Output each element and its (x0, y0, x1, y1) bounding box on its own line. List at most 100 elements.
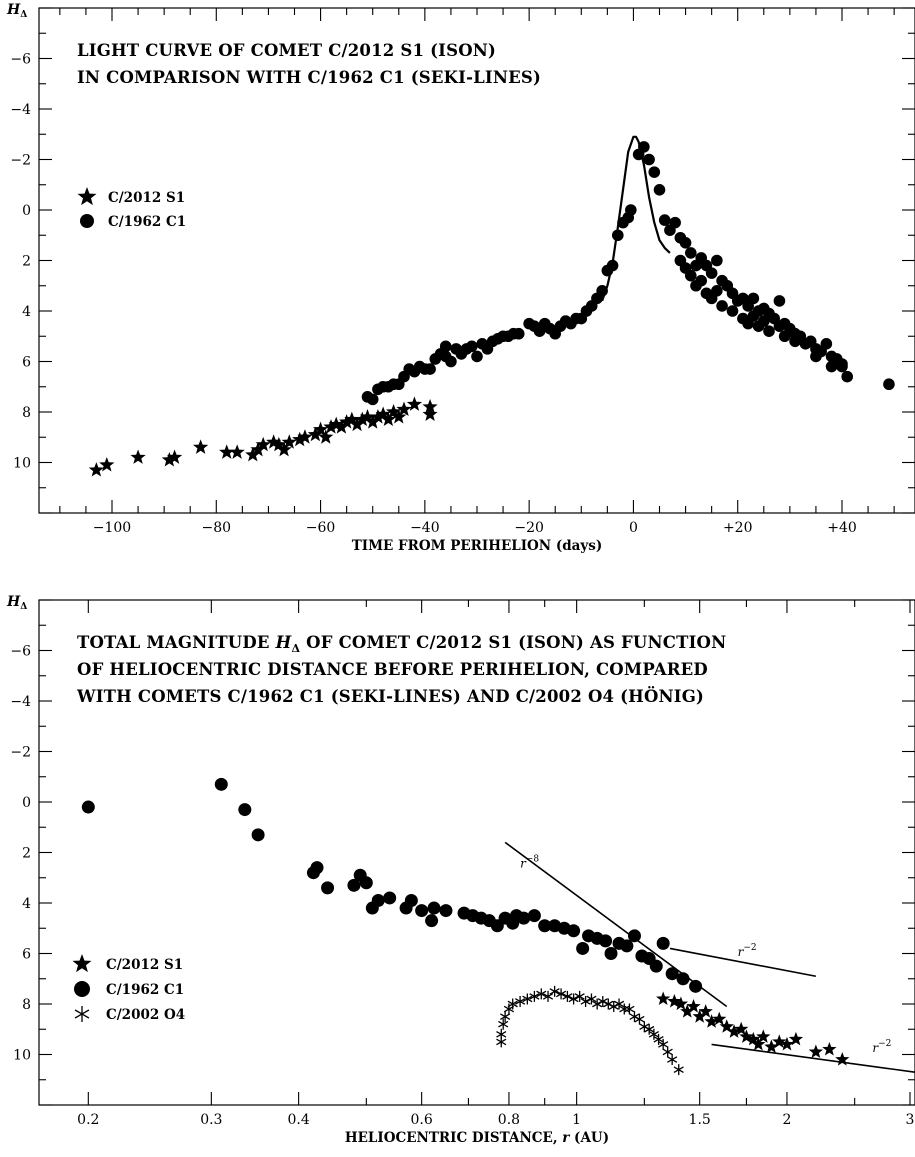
legend-label-c-2012-s1: C/2012 S1 (108, 190, 185, 206)
x-tick-label: 3 (906, 1112, 915, 1128)
c-2012-s1-point (406, 396, 423, 411)
c-1962-c1-point (841, 370, 854, 383)
r-8-line (504, 841, 728, 1008)
x-tick-label: 0.8 (498, 1112, 520, 1128)
c-2002-o4-point (613, 998, 625, 1010)
c-2002-o4-point (555, 988, 567, 1000)
y-tick-label: −4 (10, 102, 31, 118)
c-2012-s1-point (292, 431, 308, 447)
c-2012-s1-point (726, 1024, 742, 1038)
data-points (88, 141, 895, 477)
c-2012-s1-point (339, 414, 355, 429)
y-tick-label: 2 (22, 254, 31, 270)
c-2002-o4-point (529, 990, 540, 1002)
y-tick-label: −4 (10, 694, 31, 710)
c-2012-s1-point (328, 416, 344, 432)
axis-ticks (39, 7, 915, 514)
c-1962-c1-point (596, 285, 608, 297)
legend-marker-c-2012-s1 (77, 187, 97, 206)
c-2002-o4-point (658, 1038, 669, 1050)
data-points (81, 777, 850, 1076)
c-2002-o4-point (644, 1023, 655, 1035)
c-2012-s1-point (680, 1004, 695, 1018)
r-2-line-upper (669, 947, 817, 978)
c-2002-o4-point (653, 1033, 664, 1045)
x-tick-label: 1 (572, 1112, 581, 1128)
legend-marker-c-1962-c1 (80, 214, 94, 228)
power-law-label: r−2 (738, 943, 757, 959)
c-1962-c1-point (310, 861, 324, 875)
c-1962-c1-point (883, 378, 895, 391)
c-2002-o4-point (507, 998, 518, 1010)
c-1962-c1-point (695, 274, 708, 287)
x-tick-label: −40 (410, 520, 440, 536)
c-1962-c1-point (627, 929, 641, 943)
c-1962-c1-point (676, 972, 690, 986)
y-tick-label: 8 (22, 405, 31, 421)
c-2002-o4-point (673, 1064, 684, 1076)
c-2012-s1-point (297, 429, 313, 444)
y-tick-label: 4 (22, 304, 31, 320)
y-tick-label: 10 (13, 456, 31, 472)
c-2012-s1-point (281, 434, 297, 449)
x-axis-label: TIME FROM PERIHELION (days) (352, 538, 603, 554)
chart-title-line-2: IN COMPARISON WITH C/1962 C1 (SEKI-LINES… (77, 68, 541, 87)
c-1962-c1-point (517, 911, 531, 925)
c-2012-s1-point (719, 1019, 734, 1033)
c-2012-s1-point (161, 451, 177, 467)
legend-label-c-1962-c1: C/1962 C1 (106, 982, 184, 998)
x-tick-label: 0.6 (411, 1112, 433, 1128)
y-tick-label: 8 (22, 997, 31, 1013)
fit-curve (601, 135, 671, 302)
c-2012-s1-point (756, 1029, 771, 1043)
c-2012-s1-point (772, 1034, 787, 1048)
y-tick-label: 6 (22, 947, 31, 963)
c-1962-c1-point (415, 904, 429, 918)
legend-label-c-1962-c1: C/1962 C1 (108, 214, 186, 230)
c-2002-o4-point (536, 988, 547, 1000)
y-axis-label: HΔ (6, 594, 27, 612)
c-2002-o4-point (580, 995, 591, 1007)
c-2002-o4-point (662, 1046, 673, 1058)
c-2012-s1-point (365, 414, 381, 429)
c-2012-s1-point (673, 996, 689, 1011)
y-tick-label: 2 (22, 846, 31, 862)
c-2002-o4-point (542, 990, 554, 1002)
y-tick-label: 0 (22, 203, 31, 219)
c-2002-o4-point (562, 990, 573, 1002)
c-1962-c1-point (716, 300, 728, 312)
c-2012-s1-point (779, 1036, 795, 1051)
c-1962-c1-point (538, 919, 552, 933)
c-2012-s1-point (396, 401, 412, 416)
c-1962-c1-point (238, 803, 252, 817)
fit-curve-line (601, 135, 671, 302)
x-axis-label: HELIOCENTRIC DISTANCE, r (AU) (345, 1130, 609, 1146)
c-2012-s1-point (276, 441, 292, 457)
c-2002-o4-point (500, 1011, 511, 1023)
c-2012-s1-point (808, 1044, 824, 1059)
c-2012-s1-point (344, 411, 360, 427)
y-tick-label: 4 (22, 896, 31, 912)
axis-ticks (39, 599, 915, 1106)
y-tick-label: −6 (10, 52, 31, 68)
c-2012-s1-point (692, 1009, 707, 1023)
c-1962-c1-point (424, 363, 436, 375)
c-1962-c1-point (649, 959, 663, 973)
y-tick-label: −2 (10, 153, 31, 169)
x-tick-label: 0 (629, 520, 638, 536)
y-tick-label: −6 (10, 644, 31, 660)
c-1962-c1-point (638, 141, 650, 153)
x-tick-label: 2 (782, 1112, 791, 1128)
x-tick-label: −60 (306, 520, 336, 536)
c-2012-s1-point (219, 444, 235, 459)
c-1962-c1-point (836, 360, 848, 373)
c-2002-o4-point (498, 1018, 509, 1030)
c-2002-o4-point (634, 1013, 645, 1025)
c-1962-c1-point (439, 340, 452, 353)
c-2012-s1-point (333, 419, 350, 434)
c-2012-s1-point (380, 411, 396, 427)
c-1962-c1-point (321, 881, 335, 895)
